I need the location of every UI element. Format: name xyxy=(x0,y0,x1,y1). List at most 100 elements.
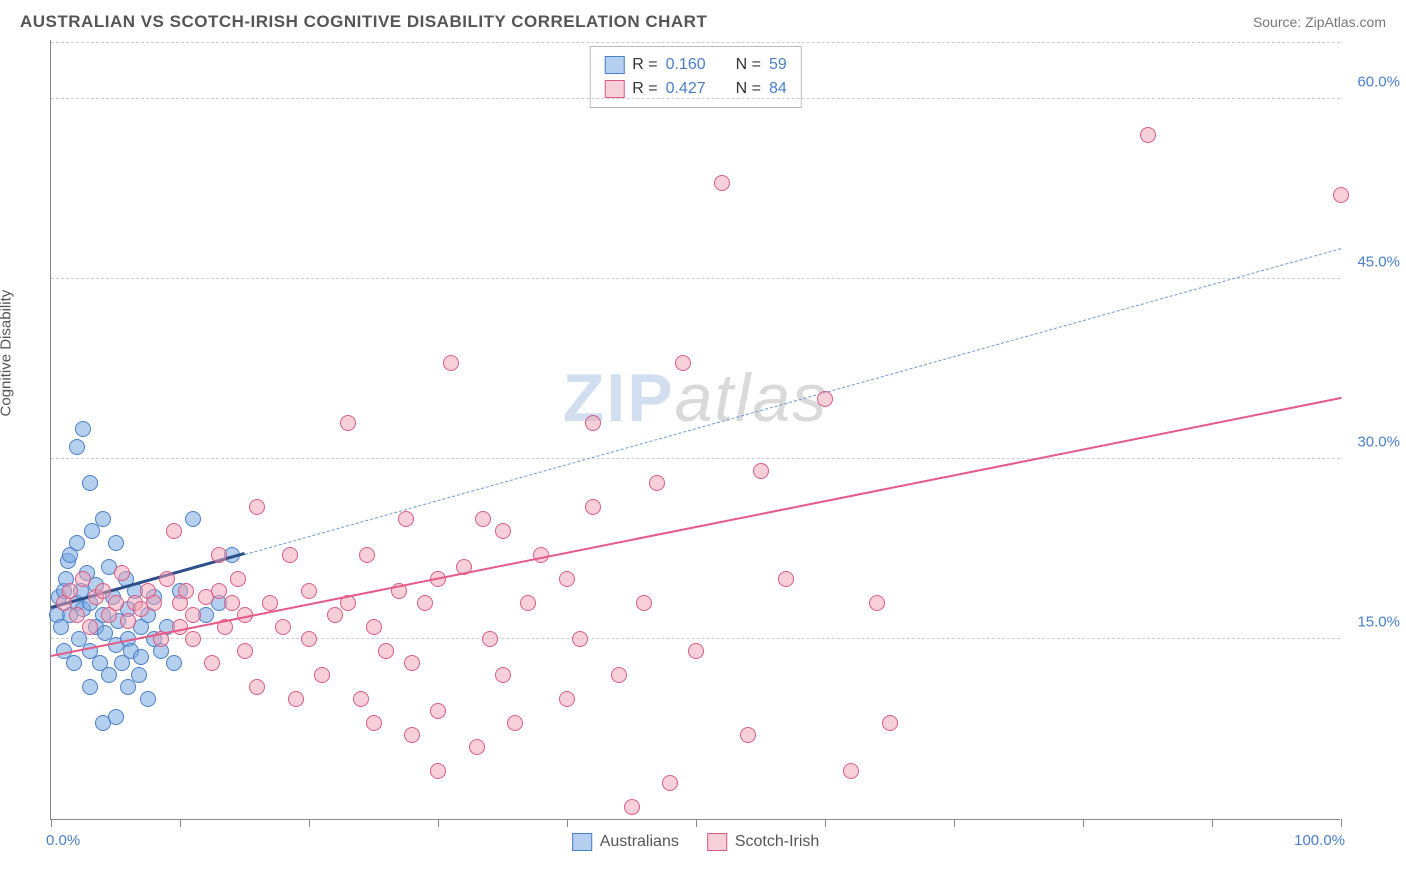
scatter-point xyxy=(69,535,85,551)
scatter-point xyxy=(520,595,536,611)
scatter-point xyxy=(624,799,640,815)
scatter-point xyxy=(211,547,227,563)
scatter-point xyxy=(114,565,130,581)
legend-item: Scotch-Irish xyxy=(707,833,819,851)
source-label: Source: ZipAtlas.com xyxy=(1253,14,1386,30)
x-tick xyxy=(51,819,52,827)
grid-line xyxy=(51,638,1340,639)
scatter-point xyxy=(69,439,85,455)
scatter-point xyxy=(882,715,898,731)
scatter-point xyxy=(178,583,194,599)
scatter-point xyxy=(282,547,298,563)
scatter-point xyxy=(353,691,369,707)
scatter-point xyxy=(443,355,459,371)
scatter-point xyxy=(185,607,201,623)
scatter-point xyxy=(662,775,678,791)
scatter-point xyxy=(288,691,304,707)
x-tick xyxy=(1083,819,1084,827)
legend-swatch xyxy=(572,833,592,851)
legend-swatch xyxy=(604,56,624,74)
scatter-point xyxy=(636,595,652,611)
y-tick-label: 60.0% xyxy=(1345,74,1400,91)
stats-row: R =0.160N =59 xyxy=(604,53,787,77)
scatter-point xyxy=(1333,187,1349,203)
scatter-point xyxy=(75,571,91,587)
source-link[interactable]: ZipAtlas.com xyxy=(1305,14,1386,30)
scatter-point xyxy=(398,511,414,527)
scatter-point xyxy=(62,583,78,599)
scatter-point xyxy=(366,619,382,635)
x-tick xyxy=(825,819,826,827)
trend-line xyxy=(244,248,1341,555)
n-label: N = xyxy=(736,53,761,77)
scatter-point xyxy=(817,391,833,407)
scatter-plot: ZIPatlas R =0.160N =59R =0.427N =84 Aust… xyxy=(50,40,1340,820)
scatter-point xyxy=(340,415,356,431)
scatter-point xyxy=(611,667,627,683)
x-tick xyxy=(567,819,568,827)
trend-line xyxy=(51,397,1341,657)
x-tick xyxy=(696,819,697,827)
chart-title: AUSTRALIAN VS SCOTCH-IRISH COGNITIVE DIS… xyxy=(20,12,707,32)
scatter-point xyxy=(507,715,523,731)
scatter-point xyxy=(378,643,394,659)
scatter-point xyxy=(185,511,201,527)
scatter-point xyxy=(249,679,265,695)
scatter-point xyxy=(133,649,149,665)
x-tick xyxy=(438,819,439,827)
r-value: 0.160 xyxy=(666,53,706,77)
scatter-point xyxy=(404,655,420,671)
scatter-point xyxy=(495,523,511,539)
scatter-point xyxy=(262,595,278,611)
scatter-point xyxy=(95,511,111,527)
scatter-point xyxy=(430,703,446,719)
scatter-point xyxy=(82,475,98,491)
legend-label: Scotch-Irish xyxy=(735,833,819,851)
scatter-point xyxy=(688,643,704,659)
scatter-point xyxy=(166,655,182,671)
scatter-point xyxy=(482,631,498,647)
r-label: R = xyxy=(632,53,657,77)
legend-swatch xyxy=(707,833,727,851)
scatter-point xyxy=(185,631,201,647)
x-tick xyxy=(954,819,955,827)
scatter-point xyxy=(230,571,246,587)
watermark: ZIPatlas xyxy=(563,359,828,437)
scatter-point xyxy=(649,475,665,491)
scatter-point xyxy=(740,727,756,743)
scatter-point xyxy=(714,175,730,191)
grid-line xyxy=(51,42,1340,43)
x-tick xyxy=(309,819,310,827)
y-tick-label: 45.0% xyxy=(1345,254,1400,271)
source-prefix: Source: xyxy=(1253,14,1305,30)
x-axis-min-label: 0.0% xyxy=(46,832,80,849)
grid-line xyxy=(51,278,1340,279)
legend-label: Australians xyxy=(600,833,679,851)
grid-line xyxy=(51,98,1340,99)
scatter-point xyxy=(108,709,124,725)
scatter-point xyxy=(675,355,691,371)
scatter-point xyxy=(275,619,291,635)
scatter-point xyxy=(75,421,91,437)
scatter-point xyxy=(366,715,382,731)
scatter-point xyxy=(585,499,601,515)
x-tick xyxy=(1212,819,1213,827)
scatter-point xyxy=(120,613,136,629)
scatter-point xyxy=(559,571,575,587)
scatter-point xyxy=(249,499,265,515)
scatter-point xyxy=(843,763,859,779)
scatter-point xyxy=(82,619,98,635)
scatter-point xyxy=(108,595,124,611)
scatter-point xyxy=(314,667,330,683)
scatter-point xyxy=(237,643,253,659)
scatter-point xyxy=(101,667,117,683)
scatter-point xyxy=(131,667,147,683)
scatter-point xyxy=(211,583,227,599)
scatter-point xyxy=(301,631,317,647)
scatter-point xyxy=(327,607,343,623)
bottom-legend: Australians Scotch-Irish xyxy=(572,833,820,851)
scatter-point xyxy=(224,595,240,611)
scatter-point xyxy=(140,691,156,707)
y-axis-label: Cognitive Disability xyxy=(0,290,15,417)
x-tick xyxy=(180,819,181,827)
